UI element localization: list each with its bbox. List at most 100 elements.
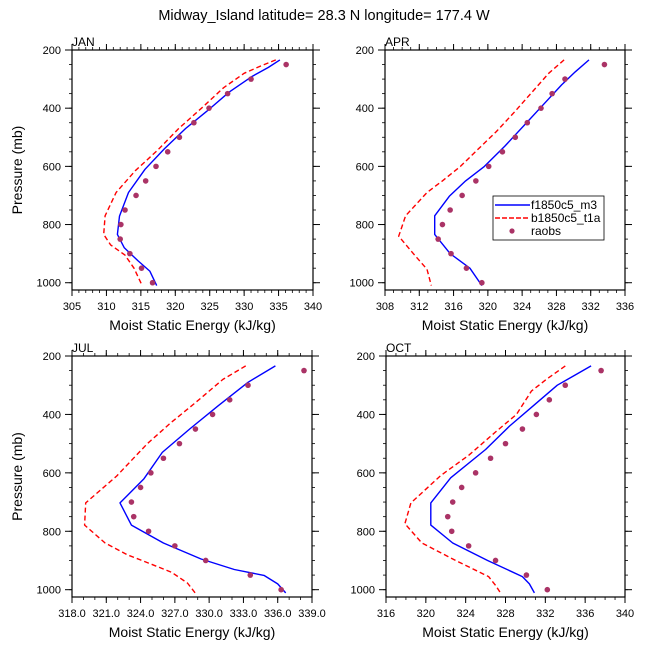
series-line-b1850c5_t1a bbox=[102, 59, 277, 285]
raobs-point bbox=[449, 499, 456, 505]
legend-label: b1850c5_t1a bbox=[531, 211, 601, 225]
raobs-point bbox=[473, 178, 479, 184]
raobs-point bbox=[145, 528, 152, 535]
x-tick-label: 320 bbox=[166, 301, 184, 313]
y-tick-label: 1000 bbox=[37, 585, 61, 597]
y-tick-label: 1000 bbox=[37, 278, 61, 290]
x-tick-label: 310 bbox=[97, 301, 115, 313]
y-tick-label: 600 bbox=[43, 468, 61, 480]
raobs-point bbox=[448, 250, 454, 257]
plot-frame bbox=[384, 49, 626, 291]
raobs-point bbox=[283, 61, 289, 68]
x-tick-label: 325 bbox=[201, 301, 219, 313]
raobs-point bbox=[523, 572, 530, 578]
series-line-f1850c5_m3 bbox=[430, 365, 592, 594]
raobs-point bbox=[444, 513, 451, 520]
y-tick-label: 200 bbox=[357, 351, 375, 363]
raobs-point bbox=[439, 221, 446, 228]
raobs-point bbox=[206, 105, 212, 111]
x-tick-label: 320 bbox=[479, 301, 497, 313]
x-tick-label: 318.0 bbox=[58, 608, 86, 620]
raobs-point bbox=[164, 149, 171, 155]
raobs-point bbox=[176, 134, 183, 141]
panel-oct: OCT 316 320 324 328 332 336 340 200 400 600 800 1000… bbox=[351, 341, 635, 640]
legend-entry: b1850c5_t1a bbox=[495, 211, 601, 225]
raobs-point bbox=[479, 279, 485, 286]
series-raobs bbox=[435, 61, 608, 286]
series-line-f1850c5_m3 bbox=[116, 59, 281, 286]
series-raobs bbox=[128, 367, 307, 593]
y-tick-label: 400 bbox=[356, 103, 374, 115]
raobs-point bbox=[601, 61, 608, 68]
raobs-point bbox=[176, 440, 183, 447]
y-tick-label: 200 bbox=[356, 45, 374, 57]
x-tick-label: 328 bbox=[547, 301, 565, 313]
raobs-point bbox=[148, 470, 154, 476]
x-axis: 305 310 315 320 325 330 335 340 bbox=[63, 44, 322, 313]
raobs-point bbox=[149, 279, 156, 286]
raobs-point bbox=[499, 149, 506, 155]
y-tick-label: 200 bbox=[43, 45, 61, 57]
series-line-b1850c5_t1a bbox=[398, 59, 565, 286]
raobs-point bbox=[458, 484, 465, 491]
raobs-point bbox=[137, 484, 144, 491]
x-tick-label: 305 bbox=[63, 301, 81, 313]
raobs-point bbox=[245, 382, 251, 389]
plot-frame bbox=[71, 355, 313, 598]
raobs-point bbox=[544, 586, 551, 593]
x-tick-label: 332 bbox=[536, 608, 554, 620]
raobs-point bbox=[519, 426, 526, 432]
x-axis-title: Moist Static Energy (kJ/kg) bbox=[109, 624, 276, 640]
raobs-point bbox=[138, 265, 145, 271]
x-tick-label: 324.0 bbox=[127, 608, 155, 620]
y-tick-label: 800 bbox=[357, 526, 375, 538]
panel-jan: JAN 305 310 315 320 325 330 335 340 200 400 600 800 1… bbox=[9, 35, 322, 333]
legend-entry: raobs bbox=[509, 224, 561, 238]
panel-title: JUL bbox=[72, 341, 94, 355]
y-tick-label: 400 bbox=[43, 409, 61, 421]
raobs-point bbox=[562, 76, 568, 82]
x-tick-label: 308 bbox=[376, 301, 394, 313]
x-tick-label: 339.0 bbox=[298, 608, 326, 620]
plot-frame bbox=[385, 355, 626, 598]
raobs-point bbox=[117, 236, 123, 242]
raobs-point bbox=[492, 557, 499, 564]
raobs-point bbox=[160, 455, 167, 462]
raobs-point bbox=[153, 163, 159, 170]
raobs-point bbox=[133, 192, 139, 199]
legend-marker bbox=[509, 228, 515, 234]
y-axis-title: Pressure (mb) bbox=[9, 126, 25, 215]
raobs-point bbox=[512, 134, 519, 141]
figure-title: Midway_Island latitude= 28.3 N longitude… bbox=[158, 8, 490, 24]
raobs-point bbox=[549, 90, 555, 97]
raobs-point bbox=[502, 440, 509, 447]
raobs-point bbox=[142, 178, 149, 184]
x-tick-label: 330.0 bbox=[195, 608, 223, 620]
raobs-point bbox=[448, 528, 455, 535]
x-axis: 308 312 316 320 324 328 332 336 bbox=[376, 44, 634, 313]
raobs-point bbox=[128, 499, 135, 505]
series-line-b1850c5_t1a bbox=[404, 365, 566, 594]
raobs-point bbox=[118, 221, 124, 228]
y-tick-label: 600 bbox=[356, 161, 374, 173]
x-axis: 318.0 321.0 324.0 327.0 330.0 333.0 336.0 339.0 bbox=[58, 350, 326, 620]
x-tick-label: 333.0 bbox=[230, 608, 258, 620]
y-tick-label: 800 bbox=[356, 220, 374, 232]
x-tick-label: 324 bbox=[456, 608, 474, 620]
raobs-point bbox=[459, 192, 465, 199]
y-axis: 200 400 600 800 1000 bbox=[37, 45, 320, 290]
x-tick-label: 316 bbox=[377, 608, 395, 620]
x-tick-label: 340 bbox=[616, 608, 634, 620]
raobs-point bbox=[191, 119, 197, 126]
panel-title: JAN bbox=[72, 35, 95, 49]
x-tick-label: 332 bbox=[582, 301, 600, 313]
y-axis: 200 400 600 800 1000 bbox=[351, 351, 632, 597]
x-tick-label: 328 bbox=[496, 608, 514, 620]
x-tick-label: 327.0 bbox=[161, 608, 189, 620]
raobs-point bbox=[301, 367, 307, 374]
y-tick-label: 1000 bbox=[350, 278, 374, 290]
panel-title: OCT bbox=[386, 341, 412, 355]
x-axis-title: Moist Static Energy (kJ/kg) bbox=[422, 624, 589, 640]
raobs-point bbox=[447, 207, 453, 213]
y-tick-label: 400 bbox=[357, 409, 375, 421]
